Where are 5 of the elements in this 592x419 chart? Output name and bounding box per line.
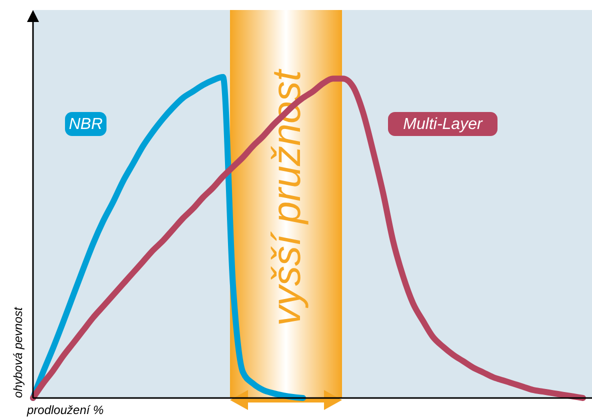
x-axis-title: prodloužení % [26,403,104,417]
text: Multi-Layer [403,116,483,133]
annotation: vyšší pružnost [265,68,309,326]
text: NBR [68,116,104,133]
y-axis-title: ohybová pevnost [11,306,25,398]
